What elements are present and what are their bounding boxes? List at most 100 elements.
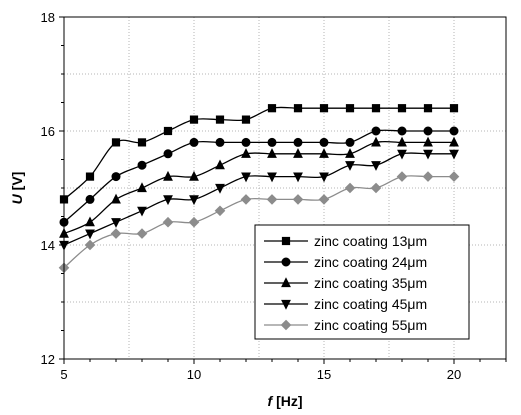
series-2-point bbox=[163, 149, 173, 159]
series-5-point bbox=[84, 239, 96, 251]
series-3-point bbox=[345, 148, 355, 158]
series-5-point bbox=[110, 228, 122, 239]
series-4-point bbox=[163, 195, 173, 206]
y-tick-label: 14 bbox=[41, 238, 55, 253]
series-1-point bbox=[423, 104, 433, 113]
series-3-point bbox=[241, 148, 251, 158]
axis-ticks bbox=[59, 16, 507, 364]
series-5-point bbox=[448, 171, 460, 182]
series-3-point bbox=[371, 136, 381, 147]
legend-marker bbox=[281, 257, 291, 267]
x-tick-label: 10 bbox=[187, 367, 201, 382]
series-4-point bbox=[397, 149, 407, 160]
series-5-point bbox=[370, 182, 382, 194]
series-1-point bbox=[137, 138, 147, 147]
series-1-point bbox=[189, 115, 199, 124]
series-4-point bbox=[423, 149, 433, 160]
legend-marker bbox=[280, 319, 292, 331]
series-1-point bbox=[293, 104, 303, 113]
series-4-point bbox=[189, 195, 199, 206]
series-4-point bbox=[449, 149, 459, 160]
x-tick-label: 5 bbox=[60, 367, 67, 382]
series-4-point bbox=[85, 229, 95, 240]
series-1-point bbox=[397, 104, 407, 113]
series-2-point bbox=[449, 126, 459, 136]
series-2-point bbox=[423, 126, 433, 136]
series-2-point bbox=[371, 126, 381, 136]
y-axis-label: U [V] bbox=[9, 172, 25, 205]
legend-label: zinc coating 35μm bbox=[314, 275, 427, 291]
series-3-point bbox=[85, 216, 95, 227]
series-lines bbox=[63, 106, 454, 269]
series-markers bbox=[58, 104, 460, 274]
series-5-point bbox=[292, 194, 304, 205]
series-2-point bbox=[111, 172, 121, 182]
series-line-5 bbox=[63, 175, 454, 269]
series-1-point bbox=[85, 172, 95, 181]
series-2-point bbox=[137, 160, 147, 170]
series-1-point bbox=[163, 126, 173, 136]
series-5-point bbox=[344, 182, 356, 194]
series-5-point bbox=[214, 205, 226, 217]
series-4-point bbox=[215, 183, 225, 194]
y-tick-label: 16 bbox=[41, 124, 55, 139]
x-axis-label: f [Hz] bbox=[268, 393, 303, 409]
series-1-point bbox=[449, 104, 459, 113]
legend-marker bbox=[281, 277, 291, 288]
series-2-point bbox=[189, 137, 199, 147]
series-3-point bbox=[189, 170, 199, 181]
series-5-point bbox=[318, 194, 330, 205]
series-1-point bbox=[215, 115, 225, 124]
series-line-2 bbox=[63, 129, 454, 223]
y-axis-var: U bbox=[9, 193, 25, 204]
legend-label: zinc coating 13μm bbox=[314, 233, 427, 249]
series-2-point bbox=[267, 137, 277, 147]
series-line-4 bbox=[63, 152, 454, 246]
legend: zinc coating 13μm zinc coating 24μm zinc c… bbox=[254, 224, 470, 340]
x-axis-unit: [Hz] bbox=[276, 393, 302, 409]
series-5-point bbox=[266, 194, 278, 205]
series-2-point bbox=[215, 137, 225, 147]
series-4-point bbox=[319, 172, 329, 183]
legend-marker bbox=[281, 236, 291, 246]
series-1-point bbox=[241, 115, 251, 124]
series-5-point bbox=[136, 228, 148, 239]
series-1-point bbox=[319, 104, 329, 113]
series-5-point bbox=[240, 194, 252, 205]
series-5-point bbox=[162, 216, 174, 228]
x-axis-var: f bbox=[268, 393, 274, 409]
series-1-point bbox=[371, 104, 381, 113]
series-4-point bbox=[241, 172, 251, 183]
legend-label: zinc coating 55μm bbox=[314, 317, 427, 333]
series-3-point bbox=[215, 159, 225, 170]
series-3-point bbox=[293, 148, 303, 158]
legend-label: zinc coating 24μm bbox=[314, 254, 427, 270]
series-2-point bbox=[241, 137, 251, 147]
series-3-point bbox=[319, 148, 329, 158]
series-5-point bbox=[188, 216, 200, 228]
series-1-point bbox=[345, 104, 355, 113]
series-2-point bbox=[293, 137, 303, 147]
series-1-point bbox=[111, 138, 121, 147]
series-4-point bbox=[345, 161, 355, 171]
series-2-point bbox=[397, 126, 407, 136]
series-3-point bbox=[449, 136, 459, 147]
series-1-point bbox=[267, 104, 277, 113]
series-2-point bbox=[85, 194, 95, 204]
y-axis-unit: [V] bbox=[9, 172, 25, 191]
series-3-point bbox=[397, 136, 407, 147]
series-4-point bbox=[371, 161, 381, 171]
series-5-point bbox=[396, 171, 408, 182]
series-5-point bbox=[422, 171, 434, 182]
tick-labels: 5 10 15 20 12 14 16 18 bbox=[41, 10, 462, 382]
legend-box bbox=[254, 224, 470, 340]
series-4-point bbox=[293, 172, 303, 183]
series-3-point bbox=[423, 136, 433, 147]
series-line-1 bbox=[63, 106, 454, 200]
series-4-point bbox=[137, 206, 147, 217]
series-2-point bbox=[319, 137, 329, 147]
x-tick-label: 20 bbox=[447, 367, 461, 382]
y-tick-label: 18 bbox=[41, 10, 55, 25]
series-3-point bbox=[163, 170, 173, 181]
